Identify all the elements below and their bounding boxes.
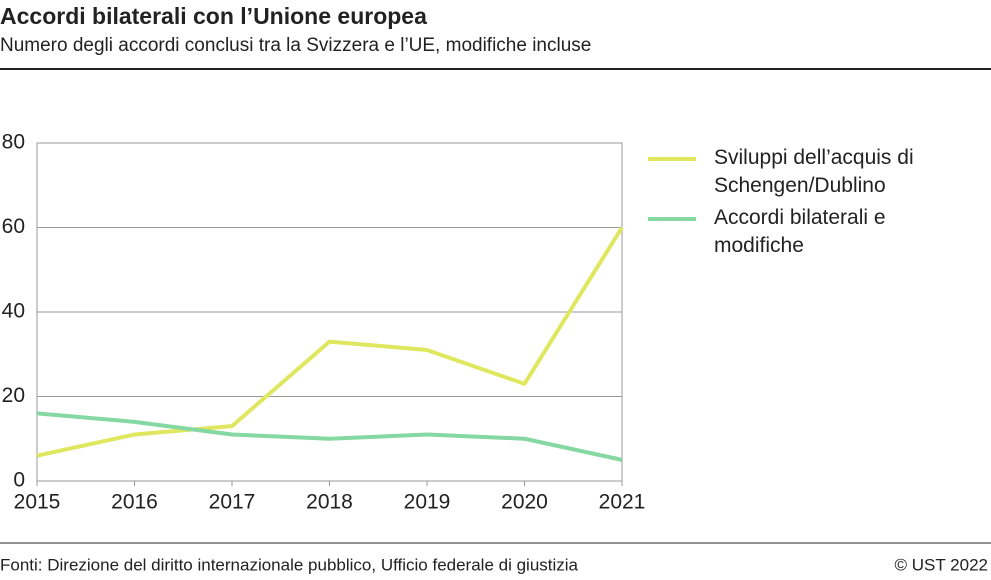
legend-swatch (648, 217, 696, 221)
chart-subtitle: Numero degli accordi conclusi tra la Svi… (0, 35, 591, 56)
y-tick-label: 80 (2, 131, 25, 154)
legend-swatch (648, 157, 696, 161)
x-tick-label: 2019 (404, 491, 451, 514)
legend-item: Accordi bilaterali e modifiche (648, 204, 938, 260)
series-line (36, 226, 624, 458)
x-tick-label: 2021 (599, 491, 646, 514)
legend: Sviluppi dell’acquis di Schengen/Dublino… (648, 144, 938, 264)
x-tick-label: 2018 (306, 491, 353, 514)
x-tick-label: 2017 (209, 491, 256, 514)
y-tick-label: 40 (2, 300, 25, 323)
series-line (36, 411, 623, 462)
source: Fonti: Direzione del diritto internazion… (0, 555, 579, 574)
legend-item: Sviluppi dell’acquis di Schengen/Dublino (648, 144, 938, 200)
x-tick-label: 2016 (111, 491, 158, 514)
chart-title: Accordi bilaterali con l’Unione europea (0, 3, 427, 29)
x-tick-label: 2015 (14, 491, 61, 514)
legend-label: Accordi bilaterali e modifiche (714, 206, 886, 257)
x-tick-label: 2020 (501, 491, 548, 514)
y-tick-label: 0 (13, 469, 25, 492)
y-tick-label: 20 (2, 384, 25, 407)
legend-label: Sviluppi dell’acquis di Schengen/Dublino (714, 146, 914, 197)
copyright: © UST 2022 (895, 555, 988, 574)
y-tick-label: 60 (2, 215, 25, 238)
